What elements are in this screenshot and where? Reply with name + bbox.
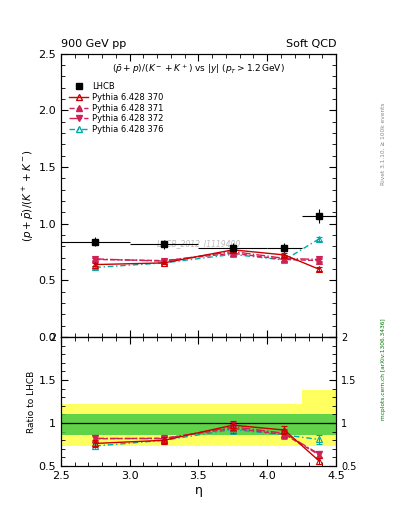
Legend: LHCB, Pythia 6.428 370, Pythia 6.428 371, Pythia 6.428 372, Pythia 6.428 376: LHCB, Pythia 6.428 370, Pythia 6.428 371… [68, 80, 165, 136]
Text: Rivet 3.1.10, ≥ 100k events: Rivet 3.1.10, ≥ 100k events [381, 102, 386, 185]
Y-axis label: Ratio to LHCB: Ratio to LHCB [27, 370, 36, 433]
Pythia 6.428 371 [162, 258, 167, 264]
Pythia 6.428 376 [93, 264, 98, 270]
Pythia 6.428 370 [282, 252, 287, 258]
Pythia 6.428 372 [316, 257, 321, 263]
Pythia 6.428 376 [230, 251, 235, 258]
Line: Pythia 6.428 372: Pythia 6.428 372 [92, 249, 321, 264]
Pythia 6.428 371 [282, 257, 287, 263]
Pythia 6.428 370 [316, 266, 321, 272]
Text: Soft QCD: Soft QCD [286, 38, 336, 49]
Y-axis label: $(p+\bar{p})/(K^++K^-)$: $(p+\bar{p})/(K^++K^-)$ [20, 149, 35, 242]
Pythia 6.428 370 [230, 247, 235, 253]
Line: Pythia 6.428 371: Pythia 6.428 371 [92, 250, 321, 263]
X-axis label: η: η [195, 483, 202, 497]
Pythia 6.428 376 [282, 257, 287, 263]
Pythia 6.428 372 [93, 256, 98, 262]
Line: Pythia 6.428 370: Pythia 6.428 370 [92, 247, 321, 272]
Pythia 6.428 372 [282, 255, 287, 262]
Pythia 6.428 371 [230, 250, 235, 257]
Pythia 6.428 371 [93, 257, 98, 263]
Text: LHCB_2012_I1119400: LHCB_2012_I1119400 [156, 239, 241, 248]
Pythia 6.428 376 [316, 236, 321, 242]
Text: 900 GeV pp: 900 GeV pp [61, 38, 126, 49]
Pythia 6.428 372 [162, 258, 167, 264]
Pythia 6.428 376 [162, 260, 167, 266]
Text: mcplots.cern.ch [arXiv:1306.3436]: mcplots.cern.ch [arXiv:1306.3436] [381, 318, 386, 419]
Pythia 6.428 370 [162, 260, 167, 266]
Pythia 6.428 370 [93, 262, 98, 268]
Pythia 6.428 372 [230, 248, 235, 254]
Pythia 6.428 371 [316, 258, 321, 264]
Text: $(\bar{p}+p)/(K^-+K^+)$ vs $|y|$ $(p_T > 1.2\,\mathrm{GeV})$: $(\bar{p}+p)/(K^-+K^+)$ vs $|y|$ $(p_T >… [112, 62, 285, 76]
Line: Pythia 6.428 376: Pythia 6.428 376 [92, 237, 321, 270]
